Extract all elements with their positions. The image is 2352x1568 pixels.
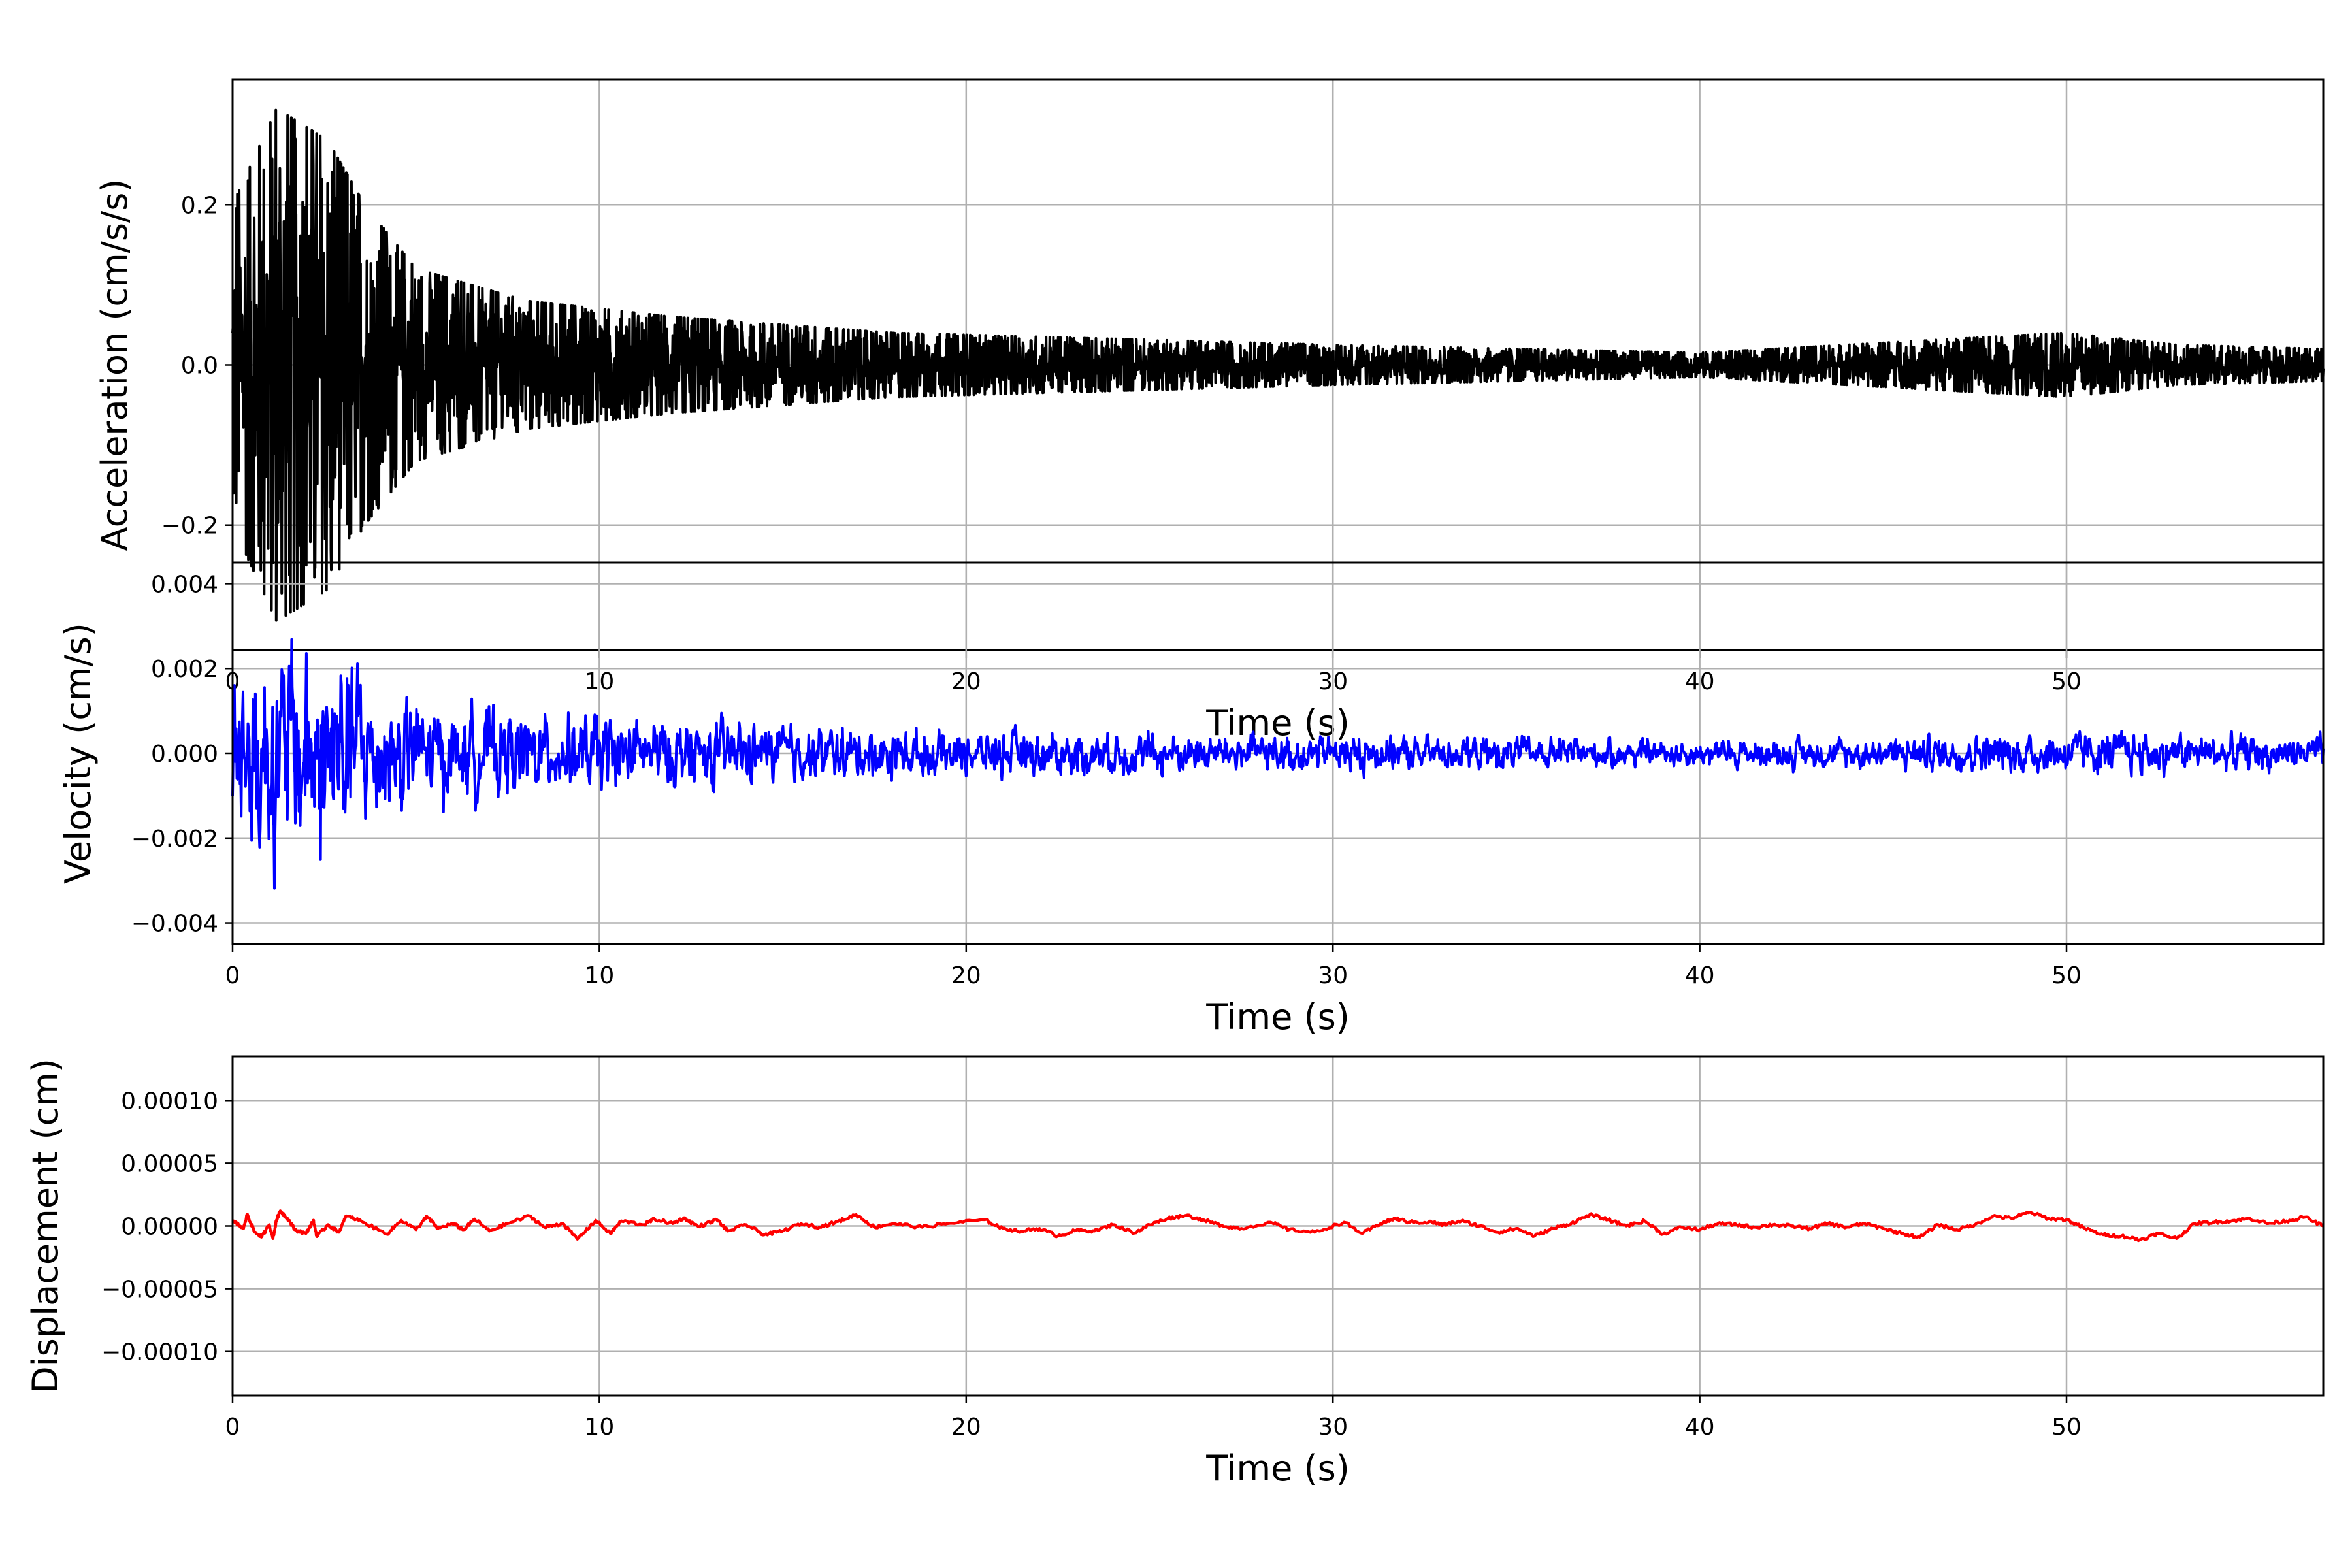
y-axis-label: Displacement (cm)	[25, 1058, 66, 1394]
y-tick-label: 0.00000	[121, 1214, 218, 1241]
x-tick-label: 40	[1685, 1414, 1715, 1441]
x-tick-label: 30	[1318, 1414, 1348, 1441]
x-tick-label: 50	[2051, 1414, 2082, 1441]
y-tick-label: −0.002	[131, 826, 218, 853]
series-line	[231, 638, 2325, 890]
subplot-3: 0 10 20 30 40 50 −0.00010 −0.00005 0.00000 0.0000…	[25, 1055, 2325, 1489]
x-tick-label: 0	[225, 1414, 240, 1441]
x-tick-label: 10	[584, 1414, 614, 1441]
y-tick-label: 0.00005	[121, 1151, 218, 1177]
y-tick-label: −0.2	[161, 513, 218, 540]
y-tick-label: −0.00005	[101, 1277, 218, 1303]
y-axis-label: Acceleration (cm/s/s)	[94, 179, 135, 551]
series-line	[231, 108, 2325, 622]
y-axis-label: Velocity (cm/s)	[57, 623, 99, 884]
x-axis-label: Time (s)	[1205, 996, 1350, 1037]
x-axis-label: Time (s)	[1205, 702, 1350, 743]
y-tick-label: −0.004	[131, 911, 218, 938]
x-axis-label: Time (s)	[1205, 1448, 1350, 1489]
x-tick-label: 20	[951, 1414, 981, 1441]
x-tick-label: 40	[1685, 962, 1715, 989]
x-tick-label: 0	[225, 962, 240, 989]
subplot-2: 0 10 20 30 40 50 −0.004 −0.002 0.000 0.002 0.004 Ti…	[57, 561, 2325, 1037]
y-tick-label: −0.00010	[101, 1339, 218, 1366]
x-tick-label: 10	[584, 962, 614, 989]
y-tick-label: 0.000	[151, 741, 218, 768]
y-tick-label: 0.002	[151, 656, 218, 683]
y-tick-label: 0.0	[181, 353, 218, 380]
x-tick-label: 50	[2051, 962, 2082, 989]
y-tick-label: 0.004	[151, 571, 218, 598]
x-tick-label: 30	[1318, 962, 1348, 989]
series-line	[232, 1209, 2324, 1243]
x-tick-label: 20	[951, 962, 981, 989]
y-tick-label: 0.00010	[121, 1088, 218, 1115]
y-tick-label: 0.2	[181, 192, 218, 219]
